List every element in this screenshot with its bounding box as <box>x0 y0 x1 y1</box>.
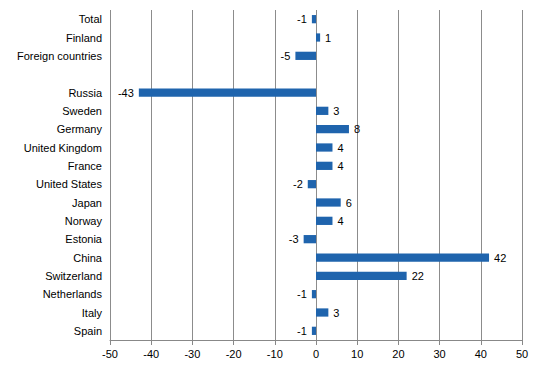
svg-text:Italy: Italy <box>82 307 103 319</box>
svg-text:-2: -2 <box>293 178 303 190</box>
svg-text:Spain: Spain <box>74 325 102 337</box>
svg-text:30: 30 <box>433 348 445 360</box>
svg-text:-40: -40 <box>143 348 159 360</box>
svg-text:10: 10 <box>351 348 363 360</box>
svg-text:1: 1 <box>325 32 331 44</box>
svg-text:Netherlands: Netherlands <box>43 288 103 300</box>
svg-text:Finland: Finland <box>66 32 102 44</box>
svg-text:China: China <box>73 252 103 264</box>
svg-text:4: 4 <box>337 160 343 172</box>
svg-text:42: 42 <box>494 252 506 264</box>
svg-text:-20: -20 <box>226 348 242 360</box>
svg-text:-1: -1 <box>297 288 307 300</box>
svg-text:Estonia: Estonia <box>65 233 103 245</box>
svg-text:-1: -1 <box>297 325 307 337</box>
svg-text:France: France <box>68 160 102 172</box>
svg-text:4: 4 <box>337 142 343 154</box>
svg-text:-30: -30 <box>184 348 200 360</box>
svg-text:Total: Total <box>79 13 102 25</box>
svg-text:-43: -43 <box>118 87 134 99</box>
svg-text:Norway: Norway <box>65 215 103 227</box>
svg-text:Japan: Japan <box>72 197 102 209</box>
svg-text:-5: -5 <box>281 50 291 62</box>
svg-text:Sweden: Sweden <box>62 105 102 117</box>
svg-text:-50: -50 <box>102 348 118 360</box>
svg-text:50: 50 <box>516 348 528 360</box>
svg-text:40: 40 <box>475 348 487 360</box>
svg-text:0: 0 <box>313 348 319 360</box>
svg-text:4: 4 <box>337 215 343 227</box>
svg-text:United States: United States <box>36 178 103 190</box>
svg-text:22: 22 <box>412 270 424 282</box>
svg-text:20: 20 <box>392 348 404 360</box>
svg-text:3: 3 <box>333 307 339 319</box>
svg-text:6: 6 <box>346 197 352 209</box>
svg-text:-1: -1 <box>297 13 307 25</box>
svg-text:-3: -3 <box>289 233 299 245</box>
svg-text:United Kingdom: United Kingdom <box>24 142 102 154</box>
svg-text:Switzerland: Switzerland <box>45 270 102 282</box>
svg-text:8: 8 <box>354 123 360 135</box>
svg-text:3: 3 <box>333 105 339 117</box>
svg-text:Foreign countries: Foreign countries <box>17 50 102 62</box>
svg-text:-10: -10 <box>267 348 283 360</box>
svg-text:Russia: Russia <box>68 87 103 99</box>
svg-text:Germany: Germany <box>57 123 103 135</box>
